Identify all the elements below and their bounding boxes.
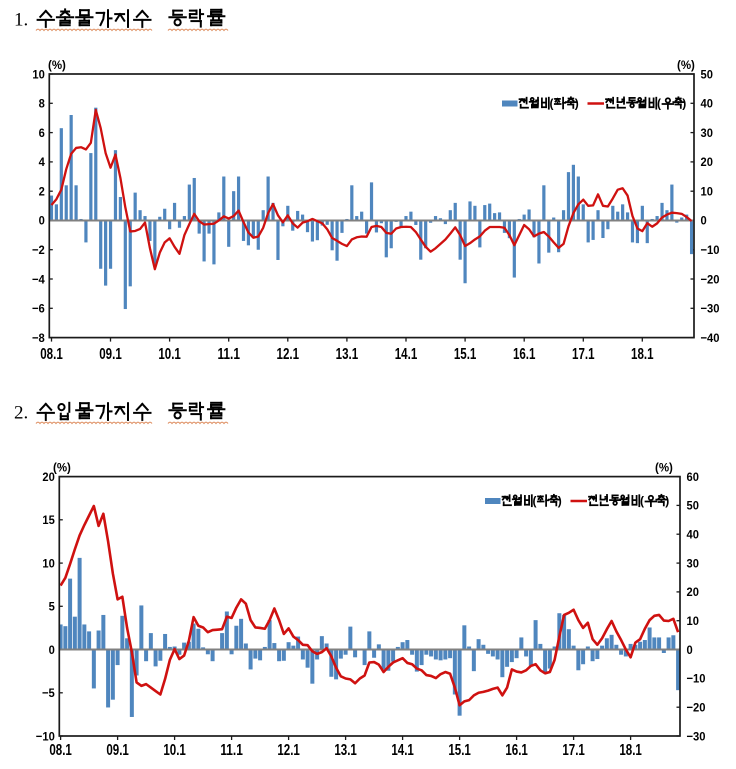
svg-text:18.1: 18.1 xyxy=(619,742,642,759)
svg-text:−20: −20 xyxy=(687,701,706,715)
svg-text:13.1: 13.1 xyxy=(336,346,359,363)
svg-text:−4: −4 xyxy=(32,272,45,286)
svg-text:30: 30 xyxy=(701,126,714,140)
svg-text:09.1: 09.1 xyxy=(99,346,122,363)
svg-text:10: 10 xyxy=(701,185,714,199)
svg-text:17.1: 17.1 xyxy=(562,742,585,759)
svg-text:0: 0 xyxy=(39,214,45,228)
svg-text:12.1: 12.1 xyxy=(277,742,300,759)
svg-text:): ) xyxy=(665,494,669,508)
svg-text:11.1: 11.1 xyxy=(217,346,240,363)
svg-text:40: 40 xyxy=(687,528,700,542)
svg-text:5: 5 xyxy=(49,600,55,614)
svg-text:13.1: 13.1 xyxy=(334,742,357,759)
svg-text:08.1: 08.1 xyxy=(40,346,63,363)
svg-text:(: ( xyxy=(640,494,644,508)
svg-text:16.1: 16.1 xyxy=(513,346,536,363)
svg-text:−8: −8 xyxy=(32,331,45,345)
svg-text:10: 10 xyxy=(687,614,700,628)
svg-text:−30: −30 xyxy=(687,729,706,743)
svg-text:30: 30 xyxy=(687,556,700,570)
svg-text:10: 10 xyxy=(32,67,45,81)
svg-text:10: 10 xyxy=(42,556,55,570)
svg-text:(: ( xyxy=(533,494,537,508)
svg-text:): ) xyxy=(682,97,686,111)
svg-text:18.1: 18.1 xyxy=(631,346,654,363)
svg-text:20: 20 xyxy=(42,470,55,484)
svg-text:−5: −5 xyxy=(42,686,55,700)
svg-text:12.1: 12.1 xyxy=(277,346,300,363)
svg-text:(%): (%) xyxy=(53,463,71,475)
svg-text:(: ( xyxy=(657,97,661,111)
svg-text:(: ( xyxy=(550,97,554,111)
svg-text:20: 20 xyxy=(687,585,700,599)
svg-text:2: 2 xyxy=(39,185,45,199)
svg-text:50: 50 xyxy=(701,67,714,81)
svg-text:10.1: 10.1 xyxy=(163,742,186,759)
svg-text:8: 8 xyxy=(39,97,45,111)
svg-text:4: 4 xyxy=(39,155,45,169)
svg-text:−30: −30 xyxy=(701,302,720,316)
svg-text:0: 0 xyxy=(687,643,693,657)
svg-text:0: 0 xyxy=(49,643,55,657)
svg-text:(%): (%) xyxy=(677,60,695,72)
svg-text:14.1: 14.1 xyxy=(391,742,414,759)
svg-text:10.1: 10.1 xyxy=(158,346,181,363)
svg-text:−10: −10 xyxy=(687,672,706,686)
svg-text:): ) xyxy=(575,97,579,111)
svg-text:50: 50 xyxy=(687,499,700,513)
svg-text:11.1: 11.1 xyxy=(220,742,243,759)
svg-text:1.: 1. xyxy=(14,10,28,31)
svg-text:6: 6 xyxy=(39,126,45,140)
svg-text:14.1: 14.1 xyxy=(395,346,418,363)
svg-text:−6: −6 xyxy=(32,302,45,316)
svg-text:−10: −10 xyxy=(36,729,55,743)
svg-text:20: 20 xyxy=(701,155,714,169)
svg-text:−20: −20 xyxy=(701,272,720,286)
svg-text:15.1: 15.1 xyxy=(454,346,477,363)
svg-text:(%): (%) xyxy=(48,60,66,72)
svg-text:09.1: 09.1 xyxy=(106,742,129,759)
svg-text:08.1: 08.1 xyxy=(49,742,72,759)
svg-text:): ) xyxy=(558,494,562,508)
svg-text:15: 15 xyxy=(42,513,55,527)
svg-text:16.1: 16.1 xyxy=(505,742,528,759)
svg-text:−2: −2 xyxy=(32,243,45,257)
svg-text:17.1: 17.1 xyxy=(572,346,595,363)
svg-text:2.: 2. xyxy=(14,403,28,424)
svg-text:−10: −10 xyxy=(701,243,720,257)
svg-text:60: 60 xyxy=(687,470,700,484)
svg-text:(%): (%) xyxy=(655,463,673,475)
svg-text:40: 40 xyxy=(701,97,714,111)
svg-text:−40: −40 xyxy=(701,331,720,345)
svg-text:0: 0 xyxy=(701,214,707,228)
svg-text:15.1: 15.1 xyxy=(448,742,471,759)
